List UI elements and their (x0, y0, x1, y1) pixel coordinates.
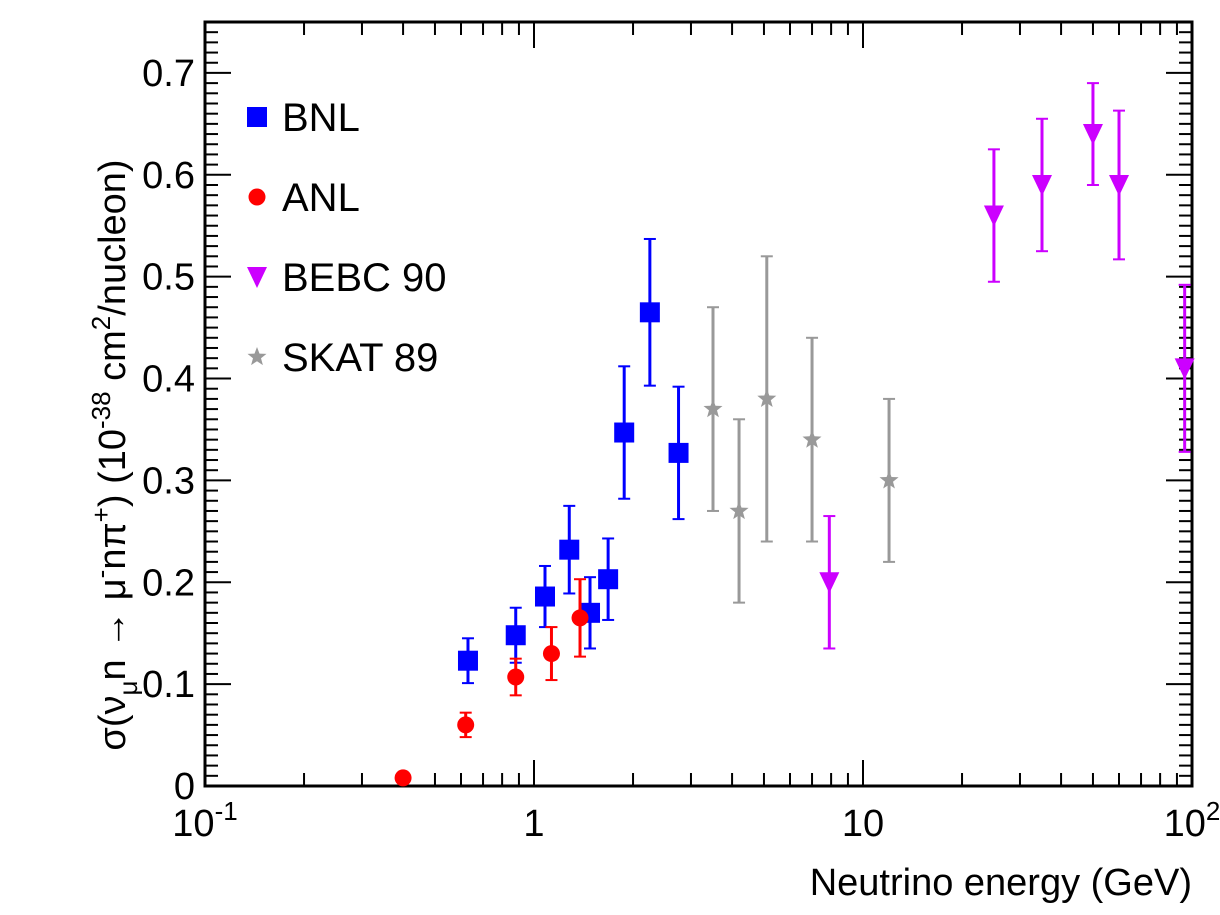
series-anl (394, 578, 589, 787)
legend-label: BNL (282, 96, 360, 140)
x-axis-title: Neutrino energy (GeV) (810, 862, 1192, 904)
x-tick-exponent: -1 (215, 796, 238, 826)
y-tick-label: 0.6 (142, 155, 195, 197)
y-axis-title: σ(νμn → μ-nπ+) (10-38 cm2/nucleon) (86, 159, 143, 750)
data-point (598, 569, 619, 590)
data-point (703, 399, 723, 418)
y-tick-label: 0.5 (142, 257, 195, 299)
data-point (879, 470, 899, 489)
legend-label: ANL (282, 176, 360, 220)
y-tick-label: 0.3 (142, 460, 195, 502)
data-point (1174, 358, 1195, 380)
x-tick-label: 10 (842, 803, 884, 845)
y-tick-label: 0 (174, 766, 195, 808)
data-point (757, 388, 777, 407)
y-tick-label: 0.2 (142, 562, 195, 604)
y-axis-title-sub: μ (113, 681, 143, 696)
data-point (505, 625, 526, 646)
series-skat-89 (703, 255, 899, 604)
data-point (802, 429, 822, 448)
legend-marker (247, 267, 267, 288)
x-tick-base: 10 (172, 803, 214, 845)
legend: BNL ANL BEBC 90 SKAT 89 (247, 96, 447, 380)
x-tick-base: 1 (523, 803, 544, 845)
y-axis-title-part: n → μ (92, 578, 134, 680)
legend-marker (247, 107, 267, 127)
legend-label: SKAT 89 (282, 336, 438, 380)
y-axis-title-sup: -38 (86, 391, 116, 429)
y-axis-title-part: cm (92, 330, 134, 391)
data-point (542, 645, 560, 663)
data-point (819, 572, 840, 594)
data-point (1031, 174, 1052, 196)
data-point (457, 650, 478, 671)
data-point (729, 501, 749, 520)
axes: 00.10.20.30.40.50.60.710-1 1 10 102 (142, 20, 1220, 845)
y-axis-title-part: nπ (92, 522, 134, 569)
x-tick-exponent: 2 (1206, 796, 1220, 826)
data-point (668, 442, 689, 463)
y-tick-label: 0.7 (142, 53, 195, 95)
y-axis-title-sup: - (86, 570, 116, 579)
y-axis-title-sup: + (86, 507, 116, 522)
series-bebc-90 (819, 82, 1195, 650)
legend-marker (247, 347, 267, 366)
y-axis-title-part: ) (10 (92, 429, 134, 507)
y-axis-title-part: /nucleon) (92, 159, 134, 315)
data-point (1082, 124, 1103, 146)
y-axis-title-sup: 2 (86, 316, 116, 330)
series-layer (394, 82, 1195, 787)
data-point (1109, 174, 1130, 196)
x-tick-label: 10-1 (172, 796, 237, 845)
plot-frame (203, 20, 1194, 788)
data-point (534, 586, 555, 607)
data-point (507, 668, 525, 686)
data-point (571, 609, 589, 627)
y-tick-label: 0.4 (142, 359, 195, 401)
axis-labels: Neutrino energy (GeV) σ(νμn → μ-nπ+) (10… (86, 159, 1192, 904)
data-point (394, 769, 412, 787)
data-point (983, 205, 1004, 227)
data-point (639, 302, 660, 323)
y-tick-label: 0.1 (142, 664, 195, 706)
y-axis-title-part: σ(ν (92, 695, 134, 750)
x-tick-base: 10 (842, 803, 884, 845)
data-point (614, 422, 635, 443)
x-tick-label: 102 (1164, 796, 1220, 845)
data-point (559, 539, 580, 560)
data-point (457, 716, 475, 734)
legend-label: BEBC 90 (282, 256, 447, 300)
x-tick-base: 10 (1164, 803, 1206, 845)
legend-marker (248, 188, 266, 206)
x-tick-label: 1 (523, 803, 544, 845)
